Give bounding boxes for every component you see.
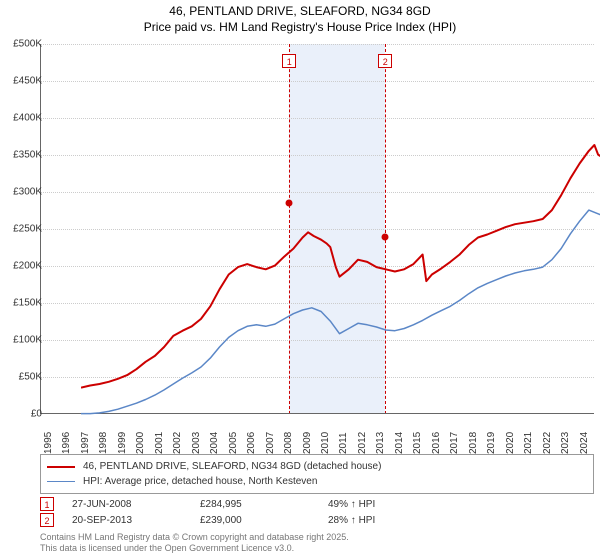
y-tick-label: £250K bbox=[2, 224, 42, 235]
x-tick-label: 2011 bbox=[338, 432, 349, 454]
series-line bbox=[81, 145, 600, 388]
x-tick-label: 2002 bbox=[172, 432, 183, 454]
events-table: 1 27-JUN-2008 £284,995 49% ↑ HPI 2 20-SE… bbox=[40, 496, 594, 528]
x-tick-label: 2004 bbox=[209, 432, 220, 454]
x-tick-label: 1997 bbox=[80, 432, 91, 454]
y-tick-label: £450K bbox=[2, 76, 42, 87]
event-vline-label: 2 bbox=[378, 54, 392, 68]
x-tick-label: 2000 bbox=[135, 432, 146, 454]
legend-item: 46, PENTLAND DRIVE, SLEAFORD, NG34 8GD (… bbox=[47, 459, 587, 474]
event-date: 20-SEP-2013 bbox=[72, 515, 182, 526]
title-line-2: Price paid vs. HM Land Registry's House … bbox=[0, 20, 600, 36]
x-tick-label: 2016 bbox=[431, 432, 442, 454]
x-tick-label: 2003 bbox=[191, 432, 202, 454]
x-tick-label: 2009 bbox=[302, 432, 313, 454]
event-date: 27-JUN-2008 bbox=[72, 499, 182, 510]
x-tick-label: 2001 bbox=[154, 432, 165, 454]
event-dot bbox=[382, 234, 389, 241]
y-tick-label: £400K bbox=[2, 113, 42, 124]
footer-line-1: Contains HM Land Registry data © Crown c… bbox=[40, 532, 349, 543]
event-price: £284,995 bbox=[200, 499, 310, 510]
event-vline-label: 1 bbox=[282, 54, 296, 68]
legend-item: HPI: Average price, detached house, Nort… bbox=[47, 474, 587, 489]
x-tick-label: 2019 bbox=[486, 432, 497, 454]
y-tick-label: £0 bbox=[2, 409, 42, 420]
y-tick-label: £150K bbox=[2, 298, 42, 309]
legend-label: 46, PENTLAND DRIVE, SLEAFORD, NG34 8GD (… bbox=[83, 459, 381, 474]
x-tick-label: 2015 bbox=[412, 432, 423, 454]
y-tick-label: £500K bbox=[2, 39, 42, 50]
event-row: 1 27-JUN-2008 £284,995 49% ↑ HPI bbox=[40, 496, 594, 512]
x-tick-label: 2017 bbox=[449, 432, 460, 454]
x-tick-label: 2018 bbox=[468, 432, 479, 454]
y-tick-label: £50K bbox=[2, 372, 42, 383]
x-tick-label: 2023 bbox=[560, 432, 571, 454]
event-diff: 28% ↑ HPI bbox=[328, 515, 438, 526]
y-tick-label: £200K bbox=[2, 261, 42, 272]
x-tick-label: 2006 bbox=[246, 432, 257, 454]
event-dot bbox=[286, 200, 293, 207]
y-tick-label: £100K bbox=[2, 335, 42, 346]
x-tick-label: 2021 bbox=[523, 432, 534, 454]
x-tick-label: 1996 bbox=[61, 432, 72, 454]
legend-swatch bbox=[47, 481, 75, 482]
plot-area bbox=[40, 44, 594, 414]
x-tick-label: 2010 bbox=[320, 432, 331, 454]
x-tick-label: 2013 bbox=[375, 432, 386, 454]
legend-label: HPI: Average price, detached house, Nort… bbox=[83, 474, 317, 489]
title-line-1: 46, PENTLAND DRIVE, SLEAFORD, NG34 8GD bbox=[0, 4, 600, 20]
y-tick-label: £300K bbox=[2, 187, 42, 198]
x-tick-label: 2022 bbox=[542, 432, 553, 454]
legend-swatch bbox=[47, 466, 75, 468]
chart-title: 46, PENTLAND DRIVE, SLEAFORD, NG34 8GD P… bbox=[0, 0, 600, 35]
series-svg bbox=[81, 88, 600, 458]
x-tick-label: 2014 bbox=[394, 432, 405, 454]
event-price: £239,000 bbox=[200, 515, 310, 526]
series-line bbox=[81, 210, 600, 414]
x-tick-label: 2020 bbox=[505, 432, 516, 454]
footer-attribution: Contains HM Land Registry data © Crown c… bbox=[40, 532, 349, 555]
event-row: 2 20-SEP-2013 £239,000 28% ↑ HPI bbox=[40, 512, 594, 528]
x-tick-label: 1995 bbox=[43, 432, 54, 454]
y-tick-label: £350K bbox=[2, 150, 42, 161]
x-tick-label: 2012 bbox=[357, 432, 368, 454]
x-tick-label: 1998 bbox=[98, 432, 109, 454]
legend: 46, PENTLAND DRIVE, SLEAFORD, NG34 8GD (… bbox=[40, 454, 594, 494]
x-tick-label: 2005 bbox=[228, 432, 239, 454]
x-tick-label: 2007 bbox=[265, 432, 276, 454]
x-tick-label: 2008 bbox=[283, 432, 294, 454]
event-diff: 49% ↑ HPI bbox=[328, 499, 438, 510]
footer-line-2: This data is licensed under the Open Gov… bbox=[40, 543, 349, 554]
x-tick-label: 2024 bbox=[579, 432, 590, 454]
event-id-box: 2 bbox=[40, 513, 54, 527]
x-tick-label: 1999 bbox=[117, 432, 128, 454]
event-id-box: 1 bbox=[40, 497, 54, 511]
